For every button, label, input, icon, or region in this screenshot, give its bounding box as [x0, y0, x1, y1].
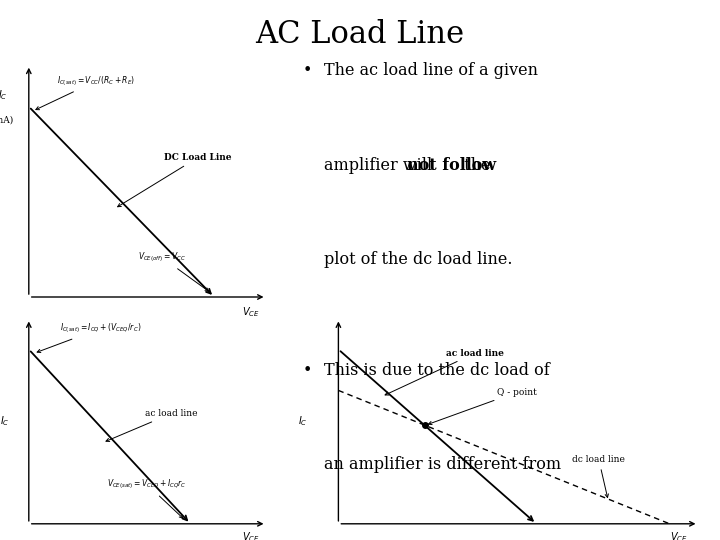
Text: amplifier will: amplifier will: [324, 157, 437, 173]
Text: AC Load Line: AC Load Line: [256, 19, 464, 50]
Text: $I_C$: $I_C$: [297, 414, 307, 428]
Text: $I_{C(sat)} = V_{CC}/(R_C+R_E)$: $I_{C(sat)} = V_{CC}/(R_C+R_E)$: [36, 74, 135, 110]
Text: $I_C$: $I_C$: [0, 414, 10, 428]
Text: •: •: [302, 362, 312, 379]
Text: •: •: [302, 62, 312, 79]
Text: This is due to the dc load of: This is due to the dc load of: [324, 362, 550, 379]
Text: $V_{CE}$: $V_{CE}$: [242, 530, 259, 540]
Text: $V_{CE}$: $V_{CE}$: [242, 306, 259, 319]
Text: $V_{CE(off)} = V_{CC}$: $V_{CE(off)} = V_{CC}$: [138, 251, 209, 291]
Text: plot of the dc load line.: plot of the dc load line.: [324, 251, 513, 268]
Text: $V_{CE(sat)} = V_{CEQ} + I_{CQ}r_C$: $V_{CE(sat)} = V_{CEQ} + I_{CQ}r_C$: [107, 477, 187, 518]
Text: $I_C$: $I_C$: [0, 88, 7, 102]
Text: $V_{CE}$: $V_{CE}$: [670, 530, 688, 540]
Text: dc load line: dc load line: [572, 455, 625, 497]
Text: The ac load line of a given: The ac load line of a given: [324, 62, 538, 79]
Text: ac load line: ac load line: [106, 409, 198, 442]
Text: not follow: not follow: [407, 157, 496, 173]
Text: the: the: [459, 157, 491, 173]
Text: ac load line: ac load line: [385, 348, 504, 395]
Text: an amplifier is different from: an amplifier is different from: [324, 456, 561, 473]
Text: Q - point: Q - point: [428, 388, 536, 424]
Text: (mA): (mA): [0, 116, 14, 125]
Text: $I_{C(sat)} = I_{CQ} + (V_{CEQ}/r_C)$: $I_{C(sat)} = I_{CQ} + (V_{CEQ}/r_C)$: [37, 322, 141, 353]
Text: DC Load Line: DC Load Line: [117, 153, 232, 207]
